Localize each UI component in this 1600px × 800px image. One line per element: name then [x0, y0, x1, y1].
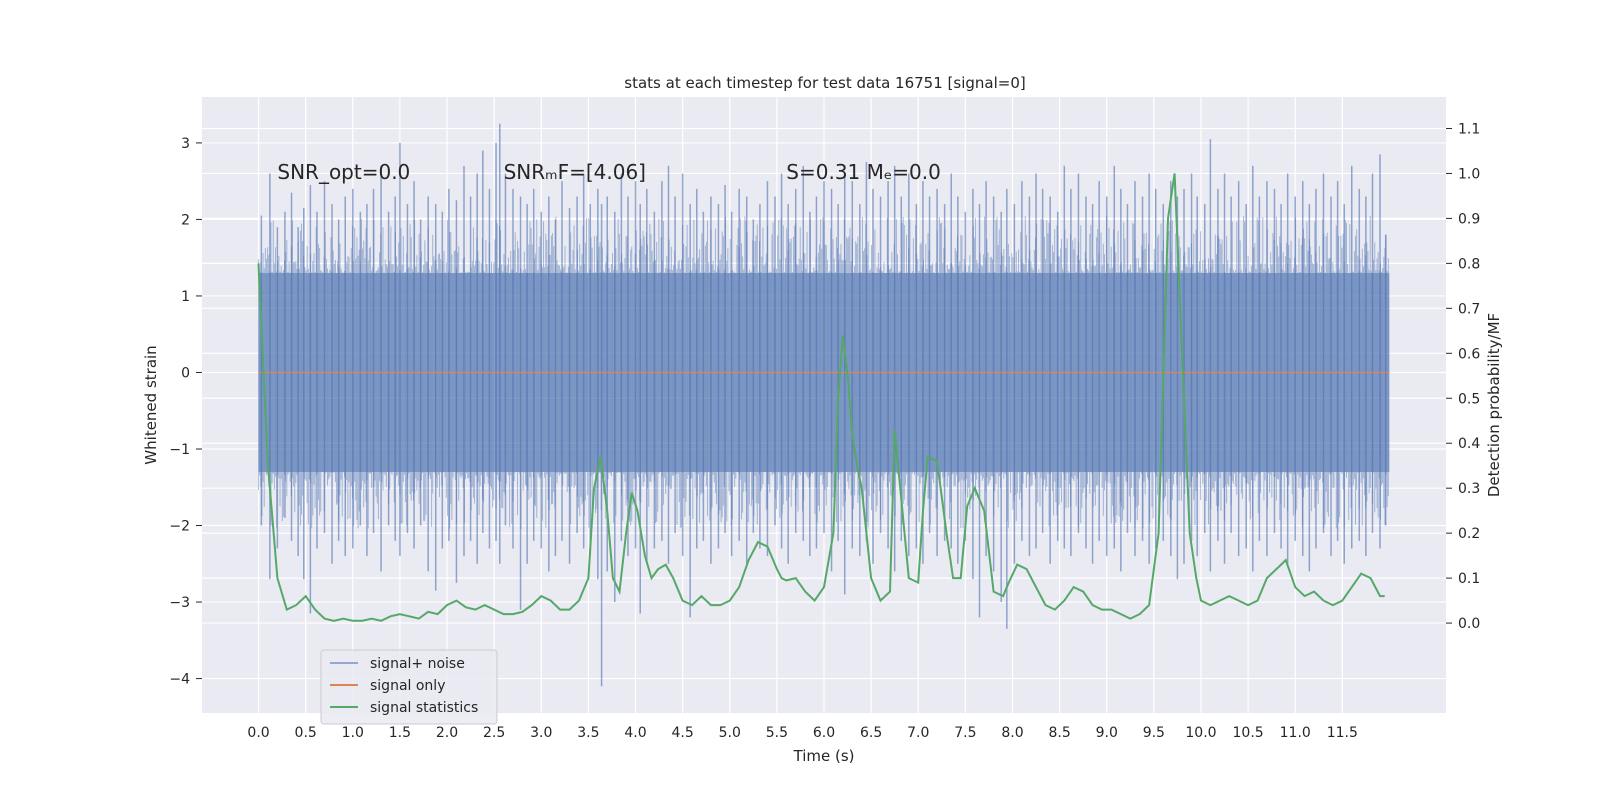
annotation-text: SNRₘF=[4.06]: [504, 160, 646, 184]
x-tick-label: 4.0: [624, 725, 646, 741]
x-tick-label: 1.5: [389, 725, 411, 741]
legend-label: signal+ noise: [370, 656, 465, 672]
y2-axis-label: Detection probability/MF: [1485, 313, 1503, 497]
x-tick-label: 9.5: [1143, 725, 1165, 741]
x-tick-label: 2.5: [483, 725, 505, 741]
y2-tick-label: 0.7: [1458, 301, 1480, 317]
x-tick-label: 0.5: [295, 725, 317, 741]
y2-tick-label: 0.5: [1458, 391, 1480, 407]
x-tick-label: 9.0: [1096, 725, 1118, 741]
y-tick-label: −2: [169, 519, 190, 535]
y2-tick-label: 0.4: [1458, 436, 1480, 452]
y-tick-label: −4: [169, 672, 190, 688]
x-tick-label: 8.0: [1001, 725, 1023, 741]
x-tick-label: 4.5: [672, 725, 694, 741]
x-tick-label: 2.0: [436, 725, 458, 741]
x-axis-label: Time (s): [793, 747, 855, 765]
y2-tick-label: 0.1: [1458, 571, 1480, 587]
annotation-text: S=0.31 Mₑ=0.0: [786, 160, 941, 184]
x-tick-label: 7.5: [954, 725, 976, 741]
y-tick-label: 1: [181, 289, 190, 305]
y2-tick-label: 0.9: [1458, 211, 1480, 227]
x-tick-label: 6.0: [813, 725, 835, 741]
x-tick-label: 7.0: [907, 725, 929, 741]
x-tick-label: 11.0: [1280, 725, 1311, 741]
y-tick-label: 2: [181, 212, 190, 228]
x-tick-label: 5.5: [766, 725, 788, 741]
annotations: SNR_opt=0.0 SNRₘF=[4.06] S=0.31 Mₑ=0.0: [277, 160, 940, 184]
y-tick-label: 0: [181, 365, 190, 381]
chart-title: stats at each timestep for test data 167…: [624, 74, 1025, 92]
x-tick-label: 11.5: [1327, 725, 1358, 741]
y2-tick-label: 0.0: [1458, 616, 1480, 632]
y-axis-label: Whitened strain: [142, 345, 160, 464]
x-tick-label: 3.0: [530, 725, 552, 741]
y2-tick-label: 1.1: [1458, 121, 1480, 137]
y2-axis-ticks: 0.0 0.1 0.2 0.3 0.4 0.5 0.6 0.7 0.8 0.9 1.0 1.1: [1446, 121, 1480, 632]
y-axis-ticks: −4 −3 −2 −1 0 1 2 3: [169, 136, 202, 688]
x-tick-label: 6.5: [860, 725, 882, 741]
y-tick-label: −1: [169, 442, 190, 458]
x-tick-label: 5.0: [719, 725, 741, 741]
signal-statistics-line: [257, 173, 1385, 622]
series-signal-statistics: [257, 173, 1385, 622]
legend-box: [320, 649, 498, 725]
x-axis-ticks: 0.0 0.5 1.0 1.5 2.0 2.5 3.0 3.5 4.0 4.5 5.0 5.5 6.0 6…: [247, 725, 1358, 741]
x-tick-label: 0.0: [247, 725, 269, 741]
y-tick-label: −3: [169, 595, 190, 611]
x-tick-label: 3.5: [577, 725, 599, 741]
legend-label: signal statistics: [370, 700, 478, 716]
y-tick-label: 3: [181, 136, 190, 152]
y2-tick-label: 0.6: [1458, 346, 1480, 362]
x-tick-label: 10.0: [1185, 725, 1216, 741]
y2-tick-label: 0.8: [1458, 256, 1480, 272]
x-tick-label: 8.5: [1048, 725, 1070, 741]
legend-label: signal only: [370, 678, 445, 694]
annotation-text: SNR_opt=0.0: [277, 160, 410, 184]
x-tick-label: 1.0: [342, 725, 364, 741]
y2-tick-label: 0.2: [1458, 526, 1480, 542]
y2-tick-label: 0.3: [1458, 481, 1480, 497]
x-tick-label: 10.5: [1233, 725, 1264, 741]
y2-tick-label: 1.0: [1458, 166, 1480, 182]
legend: signal+ noise signal only signal statistic…: [320, 649, 498, 725]
